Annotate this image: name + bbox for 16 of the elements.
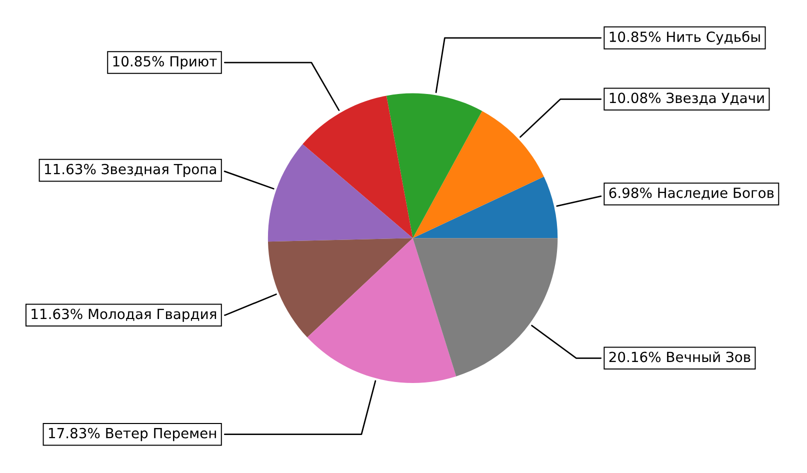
pie-slice — [412, 176, 558, 238]
pie-slice — [412, 110, 544, 238]
slice-label: 11.63% Молодая Гвардия — [32, 308, 216, 322]
slice-label: 10.85% Приют — [113, 56, 217, 70]
pie-slice — [412, 238, 558, 376]
slice-label: 6.98% Наследие Богов — [609, 188, 774, 200]
pie-slice — [268, 144, 413, 242]
slice-label: 10.85% Нить Судьбы — [610, 31, 760, 45]
slice-label: 11.63% Звездная Тропа — [45, 164, 216, 178]
pie-slice — [302, 96, 413, 238]
pie-slice — [268, 238, 413, 338]
pie-slice — [386, 93, 482, 238]
slice-label: 17.83% Ветер Перемен — [48, 428, 216, 442]
pie-slice — [307, 238, 456, 383]
slice-label: 20.16% Вечный Зов — [609, 352, 750, 362]
slice-label: 10.08% Звезда Удачи — [610, 92, 764, 105]
